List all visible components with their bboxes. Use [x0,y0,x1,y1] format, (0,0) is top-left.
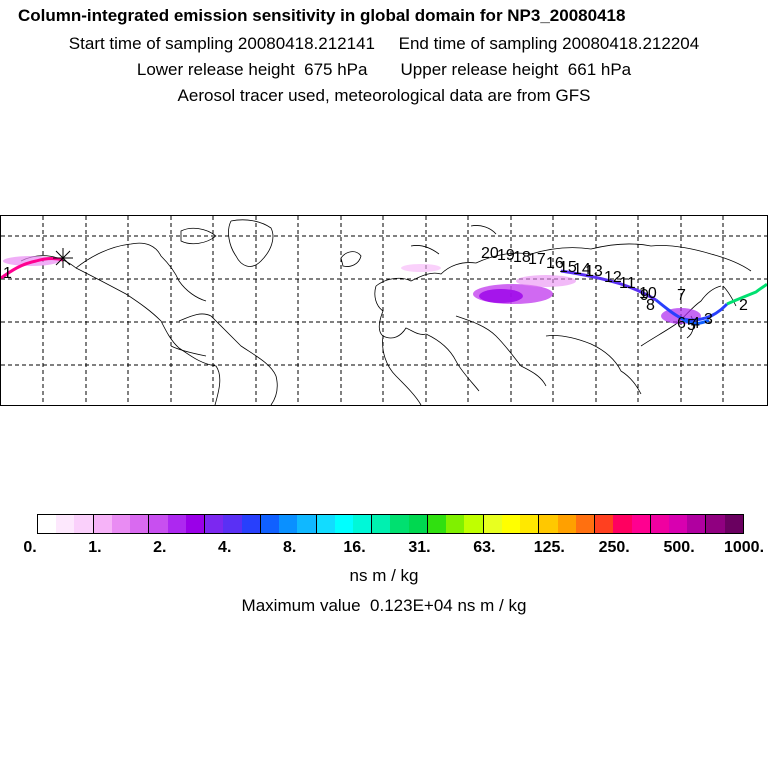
traj-label-16: 16 [546,255,564,272]
colorbar-cell [594,515,614,533]
traj-label-19: 19 [497,247,515,264]
colorbar-tick-label: 500. [663,539,695,556]
colorbar-cell [74,515,93,533]
colorbar-cell [631,515,650,533]
colorbar-tick-label: 16. [343,539,366,556]
colorbar-cell [334,515,353,533]
colorbar-unit: ns m / kg [349,566,419,585]
colorbar-cell [92,515,112,533]
colorbar-cell [538,515,558,533]
colorbar-cell [426,515,447,533]
colorbar-tick-label: 31. [408,539,431,556]
traj-label-15: 15 [559,259,577,276]
traj-label-7: 7 [677,287,686,304]
colorbar-cell [111,515,131,533]
colorbar-cell [38,515,57,533]
colorbar-cell [130,515,149,533]
colorbar [37,514,744,534]
colorbar-tick-label: 63. [473,539,496,556]
colorbar-cell [352,515,372,533]
colorbar-cell [241,515,260,533]
colorbar-cell [575,515,595,533]
tracer-note: Aerosol tracer used, meteorological data… [177,86,591,105]
sampling-end: End time of sampling 20080418.212204 [398,34,700,53]
release-upper: Upper release height 661 hPa [400,60,632,79]
colorbar-cell [557,515,576,533]
traj-label-1: 1 [3,265,12,282]
colorbar-cell [464,515,483,533]
traj-label-13: 13 [585,263,603,280]
maximum-value: Maximum value 0.123E+04 ns m / kg [241,596,527,615]
colorbar-cell [501,515,521,533]
colorbar-cell [724,515,743,533]
colorbar-cell [185,515,205,533]
colorbar-cell [408,515,427,533]
colorbar-cell [167,515,186,533]
traj-label-8: 8 [646,297,655,314]
colorbar-cell [223,515,242,533]
traj-label-4: 4 [691,315,700,332]
world-map: 1 2 3 4 5 6 7 8 9 10 11 12 13 14 15 16 1… [0,215,768,406]
sampling-start: Start time of sampling 20080418.212141 [68,34,376,53]
colorbar-cell [204,515,224,533]
trajectory-labels: 1 2 3 4 5 6 7 8 9 10 11 12 13 14 15 16 1… [3,245,748,334]
traj-label-14: 14 [573,261,591,278]
map-canvas: 1 2 3 4 5 6 7 8 9 10 11 12 13 14 15 16 1… [1,216,767,405]
coastlines [20,219,752,405]
traj-label-11: 11 [619,275,636,292]
traj-label-3: 3 [704,311,713,328]
traj-label-9: 9 [640,287,649,304]
lat-lon-grid [1,216,767,405]
colorbar-cell [649,515,669,533]
colorbar-cell [297,515,316,533]
colorbar-tick-label: 1. [88,539,102,556]
traj-label-6: 6 [677,315,686,332]
colorbar-cell [390,515,409,533]
colorbar-cell [613,515,632,533]
colorbar-cell [371,515,391,533]
release-point-star [53,248,73,268]
colorbar-cell [668,515,688,533]
traj-label-18: 18 [513,249,531,266]
colorbar-cell [315,515,335,533]
colorbar-tick-label: 1000. [723,539,765,556]
plot-title: Column-integrated emission sensitivity i… [18,6,626,25]
traj-label-20: 20 [481,245,499,262]
colorbar-cell [520,515,539,533]
traj-label-17: 17 [528,251,546,268]
traj-label-2: 2 [739,297,748,314]
trajectory [1,257,767,325]
colorbar-tick-label: 125. [533,539,565,556]
colorbar-cell [56,515,75,533]
colorbar-cell [687,515,706,533]
traj-label-5: 5 [687,317,696,334]
colorbar-tick-label: 2. [153,539,167,556]
colorbar-cell [279,515,298,533]
release-lower: Lower release height 675 hPa [136,60,368,79]
traj-label-12: 12 [604,269,622,286]
colorbar-cell [148,515,168,533]
colorbar-cell [446,515,465,533]
colorbar-tick-label: 4. [218,539,232,556]
traj-label-10: 10 [639,285,657,302]
colorbar-tick-label: 0. [23,539,37,556]
colorbar-cell [705,515,725,533]
colorbar-cell [482,515,502,533]
colorbar-tick-label: 8. [282,539,297,556]
colorbar-cell [259,515,280,533]
colorbar-tick-label: 250. [598,539,630,556]
release-heights: Lower release height 675 hPa Upper relea… [0,60,768,80]
sampling-times: Start time of sampling 20080418.212141 E… [0,34,768,54]
